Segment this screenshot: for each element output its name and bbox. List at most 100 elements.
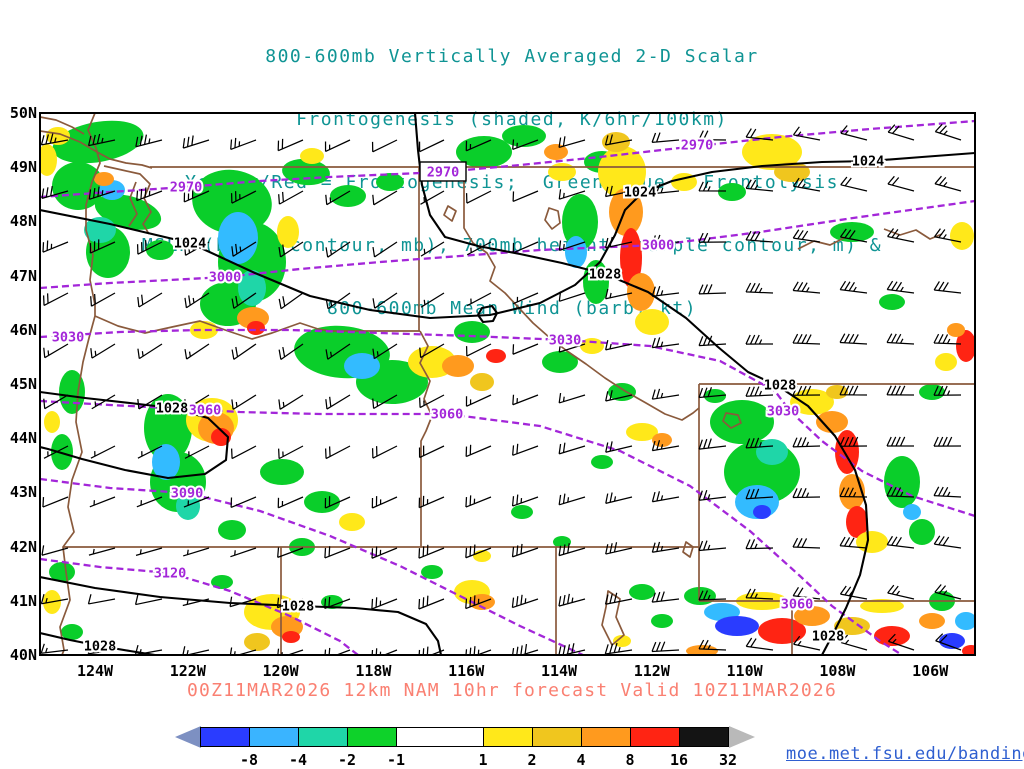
colorbar-segment: 32 xyxy=(679,727,737,769)
wind-barb xyxy=(558,342,586,353)
wind-barb xyxy=(418,445,445,459)
wind-barb xyxy=(558,643,586,655)
wind-barb xyxy=(792,385,821,396)
map-border xyxy=(419,330,433,547)
colorbar-left-arrow xyxy=(175,726,201,748)
wind-barb xyxy=(41,185,69,200)
shading-blob xyxy=(758,618,806,644)
wind-barb xyxy=(886,385,915,396)
wind-barb xyxy=(231,394,257,410)
wind-barb xyxy=(89,239,116,254)
shading-blob xyxy=(608,383,636,401)
shading-blob xyxy=(715,616,759,636)
wind-barb xyxy=(745,334,774,345)
wind-barb xyxy=(465,595,492,610)
height-contour xyxy=(40,199,975,290)
wind-barb xyxy=(325,394,351,410)
wind-barb xyxy=(465,495,492,508)
wind-barb xyxy=(230,445,257,460)
shading-blob xyxy=(282,631,300,643)
map-border xyxy=(544,207,561,230)
colorbar-segment: 4 xyxy=(532,727,586,769)
wind-barb xyxy=(43,445,69,459)
shading-blob xyxy=(146,240,174,260)
shading-blob xyxy=(856,531,888,553)
shading-blob xyxy=(544,144,568,160)
plot-title-line: 800-600mb Mean Wind (barb, kt) xyxy=(326,298,698,319)
shading-blob xyxy=(956,330,975,362)
mslp-contour xyxy=(40,631,156,655)
lat-axis-label: 44N xyxy=(9,429,37,448)
colorbar-segment: -1 xyxy=(347,727,405,769)
shading-blob xyxy=(442,355,474,377)
map-border xyxy=(682,541,694,558)
wind-barb xyxy=(182,598,210,607)
colorbar-tick-label: 32 xyxy=(718,751,738,769)
colorbar-tick-label: 8 xyxy=(625,751,635,769)
lon-axis-label: 116W xyxy=(448,662,485,680)
wind-barb xyxy=(278,343,304,361)
wind-barb xyxy=(558,291,586,302)
wind-barb xyxy=(558,240,586,252)
shading-blob xyxy=(94,172,114,186)
plot-title-line: 800-600mb Vertically Averaged 2-D Scalar xyxy=(265,46,759,67)
wind-barb xyxy=(465,394,492,407)
colorbar-segment: -2 xyxy=(298,727,356,769)
wind-barb xyxy=(886,486,915,498)
wind-barb xyxy=(371,597,398,610)
colorbar-segment: -8 xyxy=(200,727,258,769)
shading-blob xyxy=(321,595,343,609)
contour-label: 1024 xyxy=(174,236,207,252)
wind-barb xyxy=(135,547,163,556)
mslp-contour xyxy=(40,151,975,320)
wind-barb xyxy=(324,496,351,509)
wind-barb xyxy=(933,385,962,396)
contour-label: 1028 xyxy=(764,378,797,394)
wind-barb xyxy=(512,190,539,203)
shading-blob xyxy=(598,146,646,198)
shading-blob xyxy=(344,353,380,379)
wind-barb xyxy=(371,139,398,153)
wind-barb xyxy=(229,647,257,655)
lat-axis-label: 47N xyxy=(9,266,37,285)
wind-barb xyxy=(466,292,492,307)
colorbar: -8 -4 -2 -1 1 2 4 8 16 32 xyxy=(175,726,755,769)
wind-barb xyxy=(792,229,821,243)
contour-label: 1028 xyxy=(156,401,189,417)
wind-barb xyxy=(886,280,915,294)
wind-barb xyxy=(792,487,821,499)
contour-label: 3000 xyxy=(209,270,242,286)
wind-barb xyxy=(605,339,633,351)
wind-barb xyxy=(136,187,163,202)
wind-barb xyxy=(91,394,116,410)
wind-barb xyxy=(371,546,398,559)
wind-barb xyxy=(604,592,633,605)
contour-label: 1028 xyxy=(282,599,315,615)
lat-axis-label: 40N xyxy=(9,646,37,664)
height-contour xyxy=(40,477,584,655)
shading-blob xyxy=(502,125,546,147)
wind-barb xyxy=(745,128,774,141)
wind-barb xyxy=(465,544,492,559)
contour-label: 1028 xyxy=(84,639,117,655)
wind-barb xyxy=(42,292,69,307)
mslp-contour xyxy=(413,113,870,655)
map-border xyxy=(722,412,742,429)
wind-barb xyxy=(511,543,539,558)
shading-blob xyxy=(629,584,655,600)
shading-blob xyxy=(651,614,673,628)
shading-blob xyxy=(710,400,774,444)
colorbar-tick-label: 4 xyxy=(576,751,586,769)
shading-blob xyxy=(454,321,490,343)
shading-blob xyxy=(51,434,73,470)
shading-blob xyxy=(874,626,910,646)
wind-barb xyxy=(277,138,304,152)
shading-blob xyxy=(753,505,771,519)
shading-blob xyxy=(947,323,965,337)
shading-blob xyxy=(52,162,104,210)
shading-blob xyxy=(565,236,587,268)
map-border xyxy=(40,116,85,135)
banding-link[interactable]: moe.met.fsu.edu/banding xyxy=(786,744,1024,764)
contour-label: 2970 xyxy=(681,138,714,154)
colorbar-segment: 2 xyxy=(483,727,537,769)
